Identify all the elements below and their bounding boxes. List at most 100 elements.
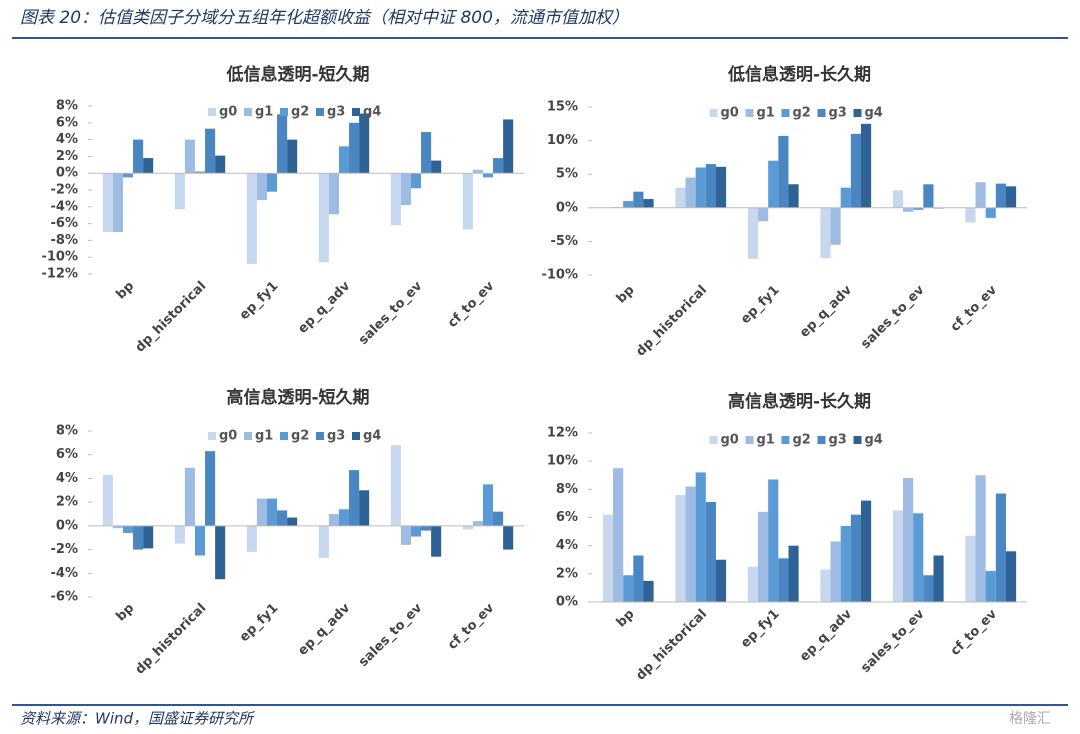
bar [266,173,278,192]
bar [400,525,411,545]
bar [287,517,298,526]
legend-swatch [745,436,754,444]
x-tick-label: dp_historical [133,279,210,356]
legend-label: g2 [291,105,309,120]
x-tick-label: sales_to_ev [858,282,928,352]
legend-swatch [817,436,826,444]
bar [892,510,904,602]
legend-swatch [709,436,718,444]
chart-title: 低信息透明-长久期 [727,64,871,85]
bar [840,187,851,208]
y-tick-label: 15% [547,100,578,115]
legend-label: g4 [363,429,381,444]
y-tick-label: 6% [56,447,78,462]
bar [933,555,944,602]
x-tick-label: bp [614,607,638,631]
bar [133,525,144,550]
source: 资料来源：Wind，国盛证券研究所 [20,710,255,728]
bar [503,525,514,550]
x-tick-label: ep_q_adv [797,282,855,340]
bar [143,158,154,174]
x-tick-label: dp_historical [633,607,710,684]
bar [410,173,422,189]
legend-label: g4 [865,106,883,121]
y-tick-label: 5% [556,167,578,182]
bar [695,167,706,208]
bar [359,113,370,174]
bar [913,207,924,210]
x-tick-label: ep_fy1 [237,279,281,323]
legend-label: g2 [291,429,309,444]
y-tick-label: 6% [56,115,78,130]
bar [788,184,799,208]
bar [903,478,914,602]
bar [503,119,514,174]
legend-label: g1 [757,433,775,448]
y-tick-label: 0% [556,595,578,610]
bar [256,173,267,201]
bar [256,498,267,526]
x-tick-label: sales_to_ev [356,278,426,348]
legend-swatch [208,108,216,116]
bar [768,160,779,208]
bar [633,555,644,602]
bar [493,158,504,174]
y-tick-label: 0% [556,200,578,215]
bar [328,173,339,215]
y-tick-label: 10% [547,133,578,148]
bar [328,514,339,526]
bar [758,207,769,222]
bar [277,510,288,526]
bar [410,525,422,537]
y-tick-label: 8% [56,424,78,439]
bar [768,479,779,602]
bar [277,114,288,174]
bar [685,177,696,208]
x-tick-label: cf_to_ev [445,278,498,331]
bar [758,511,769,602]
y-tick-label: -12% [41,267,78,282]
legend-label: g3 [829,433,847,448]
x-tick-label: dp_historical [133,601,210,678]
bar [995,493,1006,602]
y-tick-label: 8% [556,482,578,497]
bar [778,135,789,208]
legend-swatch [352,108,360,116]
legend-swatch [853,436,862,444]
bar [462,525,473,530]
bar [482,173,494,178]
chart-title: 高信息透明-长久期 [728,391,871,412]
y-tick-label: 2% [56,149,78,164]
bar [623,201,634,208]
legend-label: g2 [793,433,811,448]
bar [421,132,432,174]
bar [349,470,360,526]
x-tick-label: cf_to_ev [445,600,498,653]
bar [705,164,716,208]
chart-title: 高信息透明-短久期 [226,387,369,408]
bar [788,545,799,602]
bar [860,500,872,602]
y-tick-label: 12% [547,426,578,441]
bar [850,133,861,208]
x-tick-label: cf_to_ev [948,606,1001,659]
bar [985,207,996,218]
figure-title: 图表 20：估值类因子分域分五组年化超额收益（相对中证 800，流通市值加权） [20,8,629,28]
x-tick-label: bp [114,279,138,303]
bar [349,122,360,174]
legend-swatch [280,108,288,116]
y-tick-label: 4% [556,538,578,553]
bar [715,166,727,208]
x-tick-label: bp [614,283,638,307]
bar [685,486,696,602]
bar [205,451,216,526]
bar [830,207,841,245]
bar [194,171,206,174]
y-tick-label: -2% [51,183,78,198]
bar [431,160,442,174]
legend-swatch [853,109,862,117]
legend-swatch [352,432,360,440]
bar [421,525,432,531]
bar [400,173,411,206]
bar [102,474,113,526]
